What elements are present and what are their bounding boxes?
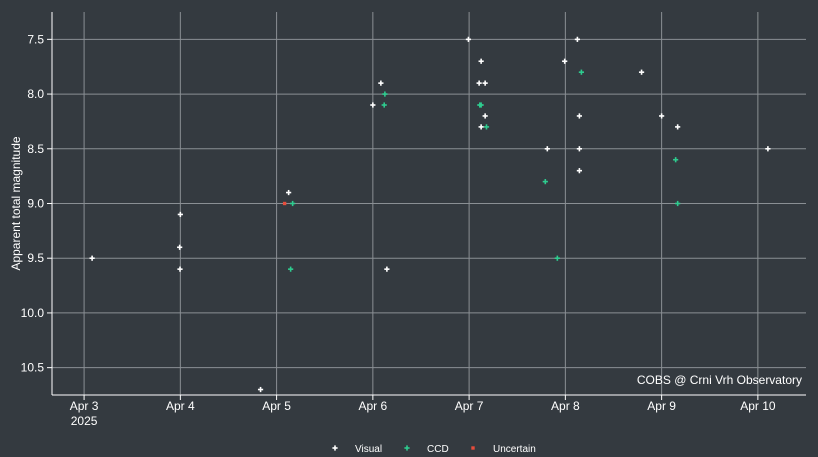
visual-point (177, 244, 183, 250)
visual-point (177, 211, 183, 218)
legend-item-uncertain[interactable]: Uncertain (471, 444, 536, 455)
visual-point (765, 146, 771, 152)
y-axis-title: Apparent total magnitude (9, 136, 23, 270)
y-tick-label: 8.5 (27, 142, 44, 156)
visual-point (478, 124, 484, 130)
visual-point (465, 36, 472, 42)
x-tick-label: Apr 7 (455, 399, 484, 413)
legend-label-ccd: CCD (427, 444, 449, 455)
visual-point (89, 255, 95, 261)
visual-point (378, 80, 384, 86)
source-credit: COBS @ Crni Vrh Observatory (637, 373, 802, 387)
x-tick-label: Apr 4 (166, 399, 195, 413)
visual-point (576, 168, 582, 174)
ccd-point (675, 200, 681, 207)
legend-label-uncertain: Uncertain (493, 444, 536, 455)
visual-point (576, 113, 582, 119)
x-tick-label: Apr 8 (551, 399, 580, 413)
ccd-point (381, 102, 387, 108)
visual-point (370, 102, 376, 108)
y-tick-label: 9.5 (27, 251, 44, 265)
visual-point (675, 124, 681, 130)
visual-point (659, 113, 665, 119)
legend[interactable]: Visual CCD Uncertain (332, 444, 536, 455)
visual-point (257, 386, 264, 393)
legend-label-visual: Visual (355, 444, 382, 455)
x-tick-label: Apr 6 (359, 399, 388, 413)
visual-point (384, 266, 390, 272)
visual-point (478, 58, 484, 64)
ccd-point (288, 266, 294, 272)
x-tick-year-label: 2025 (71, 414, 98, 428)
visual-point (476, 80, 482, 86)
visual-point (177, 266, 183, 272)
visual-point (482, 113, 488, 119)
y-tick-label: 9.0 (27, 197, 44, 211)
visual-point (576, 146, 582, 152)
visual-point (286, 189, 292, 196)
ccd-point (483, 124, 490, 130)
x-tick-label: Apr 3 (70, 399, 99, 413)
visual-point (638, 69, 645, 75)
y-grid (52, 38, 806, 369)
ccd-point (554, 255, 560, 261)
y-tick-label: 10.5 (21, 361, 45, 375)
legend-item-visual[interactable]: Visual (332, 444, 382, 455)
ccd-point (673, 157, 679, 163)
legend-item-ccd[interactable]: CCD (404, 444, 449, 455)
ccd-point (578, 69, 585, 75)
x-tick-label: Apr 5 (262, 399, 291, 413)
legend-marker-ccd (404, 445, 410, 451)
uncertain-point (282, 201, 287, 206)
legend-marker-visual (332, 445, 338, 451)
ccd-point (290, 200, 296, 207)
y-axis-ticks: 7.5 8.0 8.5 9.0 9.5 10.0 10.5 (21, 32, 52, 375)
legend-marker-uncertain (471, 446, 475, 450)
y-tick-label: 7.5 (27, 32, 44, 46)
ccd-point (542, 179, 548, 185)
data-points (89, 36, 771, 393)
visual-point (482, 80, 488, 86)
visual-point (562, 58, 568, 64)
visual-point (574, 36, 580, 42)
x-tick-label: Apr 9 (647, 399, 676, 413)
ccd-point (382, 91, 388, 97)
x-tick-label: Apr 10 (740, 399, 776, 413)
ccd-point (478, 102, 484, 108)
visual-point (544, 146, 550, 152)
y-tick-label: 8.0 (27, 87, 44, 101)
y-tick-label: 10.0 (21, 306, 45, 320)
